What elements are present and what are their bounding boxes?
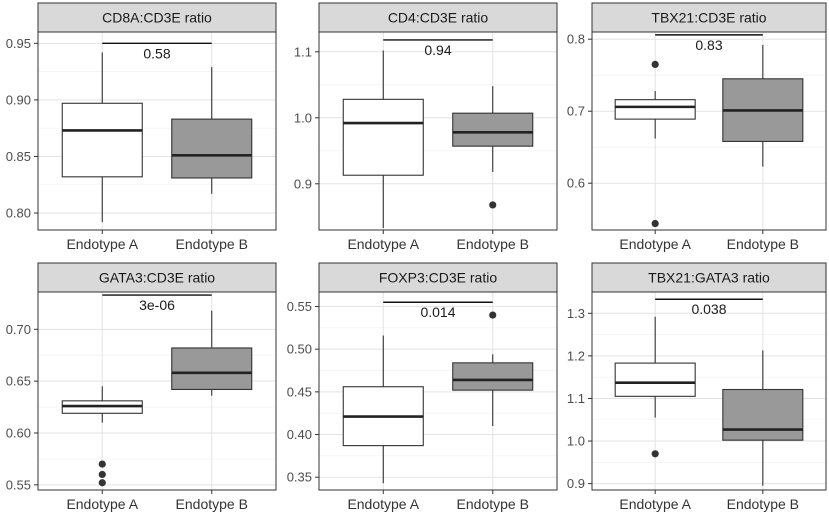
p-value-label: 0.038: [691, 301, 726, 317]
y-tick-label: 0.9: [567, 476, 585, 491]
box-endotype-a: [614, 60, 696, 228]
x-tick-label: Endotype B: [176, 236, 248, 252]
box-endotype-b: [722, 350, 804, 486]
outlier-point: [489, 201, 497, 209]
box-iqr: [722, 388, 804, 441]
box-iqr: [342, 98, 424, 176]
outlier-point: [489, 311, 497, 319]
box-endotype-b: [171, 310, 253, 396]
p-value-label: 0.014: [420, 304, 455, 320]
panel-border: [37, 31, 277, 231]
y-tick-label: 0.35: [287, 470, 312, 485]
y-tick-label: 0.55: [6, 477, 31, 492]
p-value-label: 3e-06: [139, 297, 175, 313]
box-iqr: [614, 362, 696, 397]
p-value-label: 0.58: [143, 45, 170, 61]
outlier-point: [651, 60, 659, 68]
outlier-point: [651, 219, 659, 228]
x-tick-label: Endotype B: [457, 496, 529, 512]
y-tick-label: 0.45: [287, 384, 312, 399]
panel-border: [591, 31, 827, 231]
x-tick-label: Endotype A: [66, 236, 138, 252]
outlier-point: [651, 450, 659, 458]
y-tick-label: 0.40: [287, 427, 312, 442]
panel-3: TBX21:CD3E ratio 0.83 0.6 0.7 0.8 Endotype A E…: [567, 2, 827, 252]
box-endotype-b: [722, 44, 804, 167]
x-tick-label: Endotype B: [457, 236, 529, 252]
p-value-label: 0.83: [695, 37, 722, 53]
box-endotype-b: [452, 86, 534, 209]
panel-strip: [591, 2, 827, 33]
box-iqr: [171, 347, 253, 390]
box-endotype-a: [342, 335, 424, 484]
panel-5: FOXP3:CD3E ratio 0.014 0.35 0.40 0.45 0.50 0.5…: [287, 262, 558, 512]
y-tick-label: 0.7: [567, 104, 585, 119]
panel-border: [318, 291, 558, 491]
panel-4: GATA3:CD3E ratio 3e-06 0.55 0.60 0.65 0.70 End…: [6, 262, 277, 512]
y-tick-label: 1.1: [294, 44, 312, 59]
x-tick-label: Endotype B: [176, 496, 248, 512]
panel-6: TBX21:GATA3 ratio 0.038 0.9 1.0 1.1 1.2 1.3 End…: [567, 262, 827, 512]
y-tick-label: 0.80: [6, 206, 31, 221]
y-tick-label: 0.6: [567, 176, 585, 191]
box-iqr: [452, 112, 534, 147]
panel-title: FOXP3:CD3E ratio: [379, 270, 497, 286]
x-tick-label: Endotype B: [727, 496, 799, 512]
box-endotype-b: [452, 311, 534, 426]
x-tick-label: Endotype A: [619, 236, 691, 252]
panel-title: TBX21:CD3E ratio: [651, 10, 766, 26]
panel-strip: [591, 262, 827, 293]
outlier-point: [98, 460, 106, 468]
box-endotype-a: [614, 316, 696, 458]
panel-1: CD8A:CD3E ratio 0.58 0.80 0.85 0.90 0.95 Endot…: [6, 2, 277, 252]
box-endotype-a: [61, 52, 143, 223]
x-tick-label: Endotype A: [347, 496, 419, 512]
p-value-label: 0.94: [424, 42, 451, 58]
panel-border: [591, 291, 827, 491]
y-tick-label: 1.2: [567, 348, 585, 363]
box-endotype-a: [342, 50, 424, 229]
box-endotype-b: [171, 67, 253, 194]
box-endotype-a: [61, 386, 143, 487]
y-tick-label: 0.50: [287, 342, 312, 357]
x-tick-label: Endotype A: [619, 496, 691, 512]
y-tick-label: 0.8: [567, 32, 585, 47]
box-iqr: [171, 118, 253, 179]
outlier-point: [98, 470, 106, 479]
panel-2: CD4:CD3E ratio 0.94 0.9 1.0 1.1 Endotype A End…: [294, 2, 558, 252]
y-tick-label: 0.85: [6, 149, 31, 164]
panel-border: [37, 291, 277, 491]
y-tick-label: 0.55: [287, 299, 312, 314]
plot-background: [38, 292, 276, 490]
panel-strip: [37, 2, 277, 33]
panel-title: TBX21:GATA3 ratio: [648, 270, 770, 286]
y-tick-label: 1.0: [294, 110, 312, 125]
box-iqr: [614, 99, 696, 120]
outlier-point: [98, 479, 106, 487]
y-tick-label: 0.9: [294, 176, 312, 191]
x-tick-label: Endotype A: [347, 236, 419, 252]
y-tick-label: 0.65: [6, 374, 31, 389]
panel-title: GATA3:CD3E ratio: [99, 270, 215, 286]
panel-title: CD8A:CD3E ratio: [102, 10, 212, 26]
panel-border: [318, 31, 558, 231]
y-tick-label: 0.70: [6, 322, 31, 337]
panel-strip: [318, 2, 558, 33]
panel-title: CD4:CD3E ratio: [388, 10, 489, 26]
box-iqr: [61, 102, 143, 178]
panel-strip: [37, 262, 277, 293]
y-tick-label: 0.90: [6, 92, 31, 107]
x-tick-label: Endotype A: [66, 496, 138, 512]
y-tick-label: 0.60: [6, 425, 31, 440]
x-tick-label: Endotype B: [727, 236, 799, 252]
y-tick-label: 0.95: [6, 36, 31, 51]
y-tick-label: 1.3: [567, 306, 585, 321]
box-iqr: [452, 362, 534, 391]
y-tick-label: 1.1: [567, 391, 585, 406]
y-tick-label: 1.0: [567, 434, 585, 449]
